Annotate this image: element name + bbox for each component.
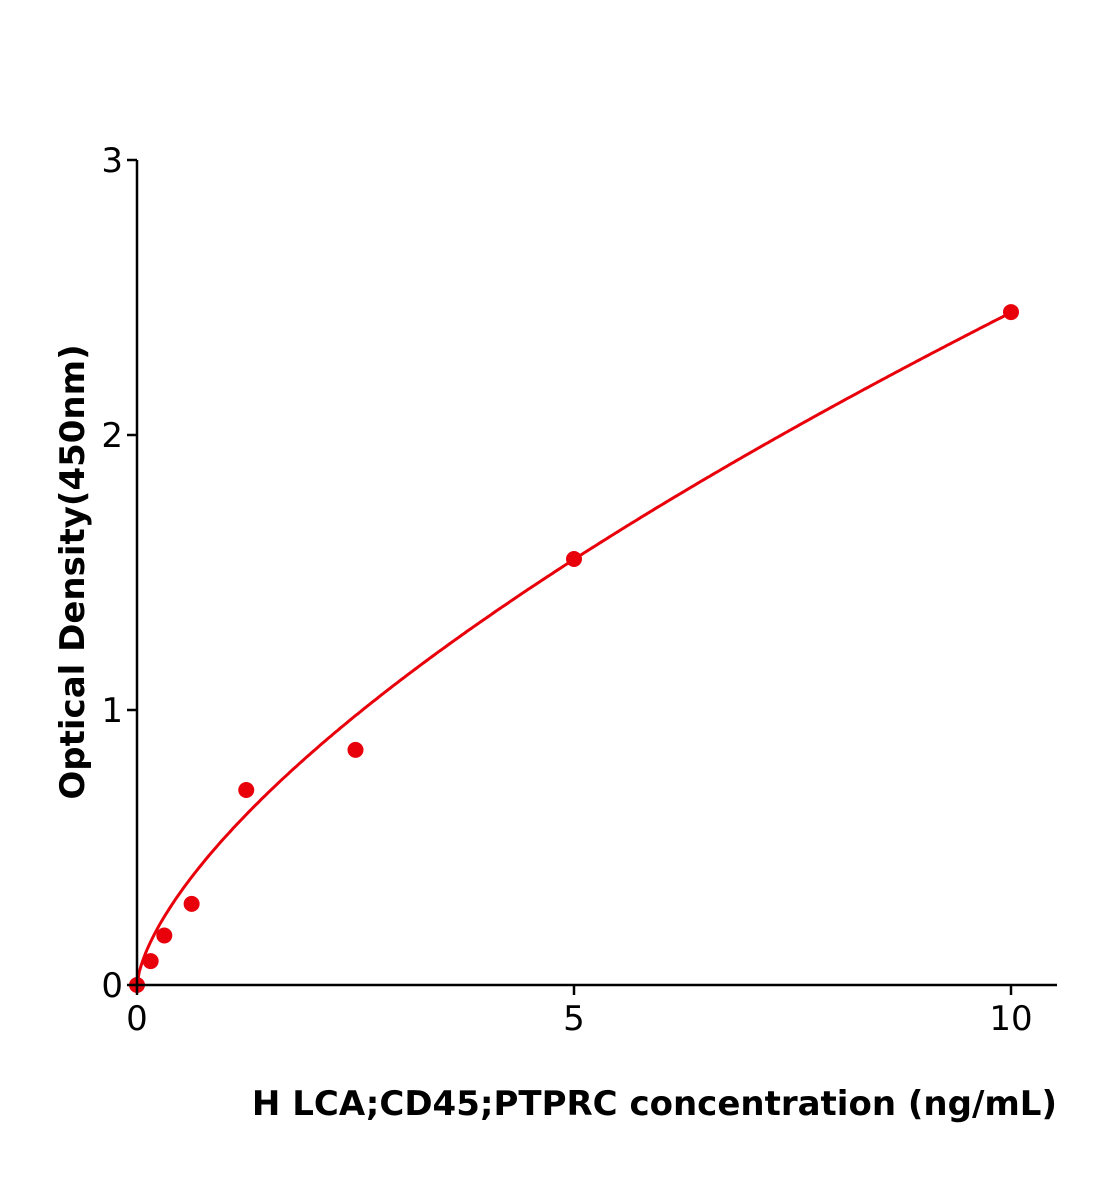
data-point — [183, 895, 200, 912]
y-tick-label: 1 — [101, 691, 123, 731]
data-point — [1003, 304, 1019, 321]
data-point — [142, 953, 159, 970]
x-tick-label: 10 — [989, 999, 1032, 1039]
y-tick-label: 0 — [101, 966, 123, 1006]
data-point — [238, 782, 255, 799]
x-axis-label: H LCA;CD45;PTPRC concentration (ng/mL) — [252, 1084, 1057, 1124]
y-tick-label: 3 — [101, 141, 123, 181]
data-point — [156, 927, 173, 944]
data-point — [347, 741, 364, 758]
fit-curve — [135, 311, 1012, 986]
y-axis-label: Optical Density(450nm) — [53, 344, 93, 799]
y-tick-label: 2 — [101, 416, 123, 456]
data-point — [566, 551, 582, 568]
x-tick-label: 5 — [563, 999, 585, 1039]
x-tick-label: 0 — [126, 999, 148, 1039]
